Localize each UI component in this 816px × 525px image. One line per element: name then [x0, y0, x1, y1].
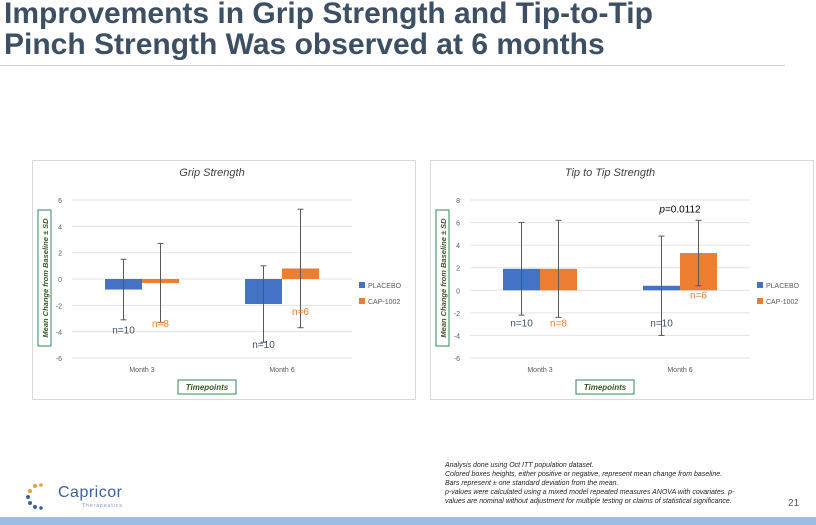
sample-size-label: n=10 — [112, 326, 135, 337]
page-number: 21 — [788, 498, 800, 509]
footnote-line: Analysis done using Oct ITT population d… — [445, 462, 594, 469]
sample-size-label: n=10 — [650, 318, 673, 329]
y-tick-label: -4 — [56, 330, 62, 337]
chart-frame — [430, 160, 814, 400]
y-axis-label: Mean Change from Baseline ± SD — [41, 218, 50, 338]
x-axis-label-box — [177, 379, 237, 395]
p-value-annotation: p=0.0112 — [658, 204, 701, 215]
legend-label: CAP-1002 — [368, 299, 400, 306]
y-tick-label: 6 — [58, 198, 62, 205]
legend-swatch — [359, 282, 365, 288]
x-axis-label: Timepoints — [584, 383, 627, 392]
y-tick-label: 2 — [456, 266, 460, 273]
y-tick-label: -6 — [56, 356, 62, 363]
y-axis-label-box — [37, 209, 52, 347]
y-tick-label: -6 — [454, 356, 460, 363]
sample-size-label: n=6 — [690, 290, 707, 301]
y-tick-label: 6 — [456, 221, 460, 228]
footnote-line: Colored boxes heights, either positive o… — [445, 471, 723, 478]
x-axis-label: Timepoints — [186, 383, 229, 392]
p-value-number: =0.0112 — [665, 204, 701, 215]
legend-swatch — [359, 298, 365, 304]
y-tick-label: -4 — [454, 333, 460, 340]
chart-title: Tip to Tip Strength — [565, 167, 655, 179]
p-value-symbol: p — [658, 204, 665, 215]
legend-label: CAP-1002 — [766, 299, 798, 306]
y-tick-label: -2 — [454, 311, 460, 318]
footer-bar — [0, 517, 816, 525]
title-divider — [0, 65, 785, 66]
sample-size-label: n=10 — [252, 340, 275, 351]
sample-size-label: n=6 — [292, 307, 309, 318]
y-axis-label-group: Mean Change from Baseline ± SD — [435, 209, 450, 347]
y-tick-label: -2 — [56, 303, 62, 310]
footnote-line: Bars represent ± one standard deviation … — [445, 480, 619, 487]
footnote-line: p-values were calculated using a mixed m… — [445, 489, 735, 496]
x-tick-label: Month 3 — [527, 367, 552, 374]
title-line-1: Improvements in Grip Strength and Tip-to… — [4, 0, 653, 30]
sample-size-label: n=8 — [152, 319, 169, 330]
logo-mark-icon — [26, 483, 43, 510]
y-tick-label: 0 — [456, 288, 460, 295]
chart-title: Grip Strength — [179, 167, 244, 179]
grip-strength-chart: Grip Strength -6 -4 -2 0 2 4 6 Mean Change from … — [32, 160, 416, 400]
x-axis-label-box — [575, 379, 635, 395]
y-tick-label: 2 — [58, 251, 62, 258]
tip-to-tip-chart: Tip to Tip Strength -6 -4 -2 0 2 4 6 8 Mean Chang… — [430, 160, 814, 400]
legend-label: PLACEBO — [368, 283, 402, 290]
x-tick-label: Month 6 — [269, 367, 294, 374]
x-tick-label: Month 6 — [667, 367, 692, 374]
y-axis-label-box — [435, 209, 450, 347]
logo-subtext: Therapeutics — [82, 503, 123, 509]
legend-label: PLACEBO — [766, 283, 800, 290]
y-tick-label: 0 — [58, 277, 62, 284]
sample-size-label: n=10 — [510, 318, 533, 329]
y-axis-label: Mean Change from Baseline ± SD — [439, 218, 448, 338]
y-tick-label: 8 — [456, 198, 460, 205]
y-axis-label-group: Mean Change from Baseline ± SD — [37, 209, 52, 347]
slide-title: Improvements in Grip Strength and Tip-to… — [4, 0, 794, 60]
legend-swatch — [757, 282, 763, 288]
footnote-line: values are nominal without adjustment fo… — [445, 498, 732, 505]
x-tick-label: Month 3 — [129, 367, 154, 374]
title-line-2: Pinch Strength Was observed at 6 months — [4, 28, 605, 61]
capricor-logo: Capricor Therapeutics — [22, 479, 152, 513]
chart-frame — [32, 160, 416, 400]
y-tick-label: 4 — [456, 243, 460, 250]
legend-swatch — [757, 298, 763, 304]
y-tick-label: 4 — [58, 224, 62, 231]
logo-text: Capricor — [58, 484, 123, 501]
sample-size-label: n=8 — [550, 318, 567, 329]
footnotes: Analysis done using Oct ITT population d… — [445, 461, 785, 506]
